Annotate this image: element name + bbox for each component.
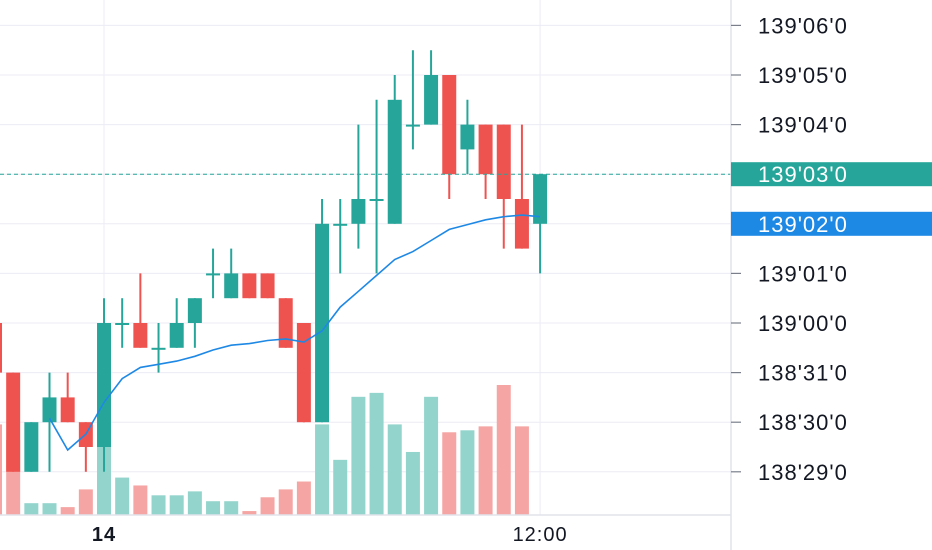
volume-bar: [42, 503, 57, 515]
price-tick-label: 139'01'0: [758, 261, 848, 286]
volume-bar: [133, 485, 148, 515]
volume-bar: [333, 459, 348, 515]
candle-body: [151, 347, 166, 350]
volume-bar: [151, 495, 166, 515]
time-axis-label: 12:00: [513, 524, 568, 546]
candle-body: [133, 323, 148, 348]
candle-body: [115, 323, 130, 325]
candle-body: [187, 298, 202, 323]
volume-bar: [60, 507, 75, 515]
volume-bar: [496, 385, 511, 515]
last-price-marker-background: [731, 162, 932, 187]
volume-bar: [315, 424, 330, 515]
candle-body: [351, 199, 366, 224]
last-price-marker-label: 139'03'0: [758, 162, 848, 187]
volume-bar: [460, 430, 475, 515]
volume-bar: [478, 426, 493, 515]
moving-average-line: [48, 214, 541, 452]
volume-bar: [206, 501, 221, 515]
candle-body: [496, 124, 511, 199]
volume-bar: [115, 477, 130, 515]
volume-bar: [351, 396, 366, 515]
volume-bar: [260, 497, 275, 515]
candle-body: [533, 174, 548, 224]
volume-bar: [224, 501, 239, 515]
volume-bar: [24, 503, 39, 515]
volume-bar: [296, 481, 311, 515]
price-tick-label: 138'30'0: [758, 410, 848, 435]
candle-body: [60, 397, 75, 423]
candle-body: [0, 323, 2, 373]
price-tick-label: 139'00'0: [758, 311, 848, 336]
price-scale-background: [731, 0, 932, 550]
candle-body: [296, 323, 311, 423]
price-tick-label: 138'29'0: [758, 460, 848, 485]
candle-body: [242, 273, 257, 299]
volume-bar: [442, 432, 457, 515]
candle-body: [369, 199, 384, 201]
moving-average-marker-background: [731, 211, 932, 236]
candle-body: [97, 323, 112, 447]
candle-body: [442, 75, 457, 175]
price-axis-ticks: 139'06'0 139'05'0 139'04'0 139'03'0 139'02'0…: [731, 13, 848, 485]
volume-bar: [369, 392, 384, 515]
time-axis-labels: 14 12:00: [92, 524, 568, 546]
candle-body: [24, 422, 39, 472]
price-tick-label: 139'06'0: [758, 13, 848, 38]
candle-body: [460, 124, 475, 150]
price-tick-label: 138'31'0: [758, 361, 848, 386]
volume-bar: [78, 489, 93, 515]
candle-body: [224, 273, 239, 299]
price-tick-label: 139'04'0: [758, 113, 848, 138]
candle-body: [405, 124, 420, 127]
moving-average-marker-label: 139'02'0: [758, 212, 848, 237]
candle-body: [206, 273, 221, 276]
candle-body: [260, 273, 275, 299]
candle-body: [315, 223, 330, 423]
candle-body: [278, 298, 293, 348]
time-axis-label: 14: [92, 524, 116, 546]
volume-bar: [242, 511, 257, 515]
candle-body: [42, 397, 57, 423]
candle-body: [387, 99, 402, 224]
volume-bar: [424, 396, 439, 515]
price-tick-label: 139'05'0: [758, 63, 848, 88]
candle-body: [424, 75, 439, 125]
volume-bar: [514, 426, 529, 515]
moving-average-marker: 139'02'0: [731, 211, 932, 237]
volume-bar: [169, 495, 184, 515]
volume-bar: [405, 451, 420, 515]
candle-body: [333, 223, 348, 226]
candle-body: [169, 323, 184, 348]
candle-body: [6, 372, 21, 472]
volume-bar: [0, 424, 2, 515]
last-price-marker: 139'03'0: [731, 162, 932, 187]
candle-body: [478, 124, 493, 175]
volume-bar: [387, 424, 402, 515]
candle-body: [514, 199, 529, 249]
volume-bar: [187, 491, 202, 515]
volume-bar: [278, 489, 293, 515]
candlestick-series: [0, 50, 548, 472]
volume-series: [0, 385, 529, 515]
